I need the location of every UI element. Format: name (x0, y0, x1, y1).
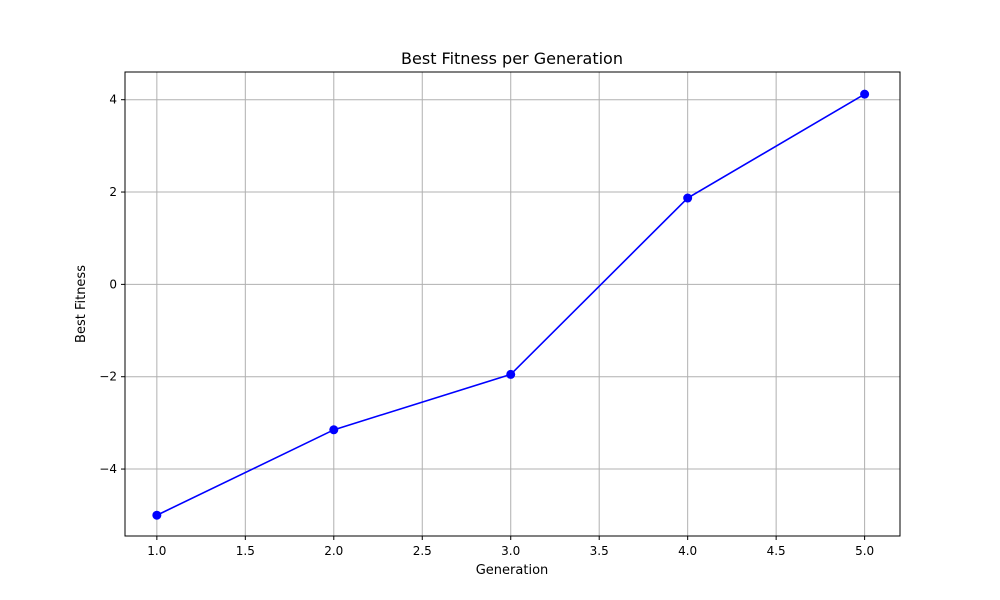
y-tick-label: 4 (109, 93, 117, 107)
data-point (506, 369, 516, 379)
chart-title: Best Fitness per Generation (401, 49, 623, 68)
data-point (860, 89, 870, 99)
x-tick-label: 1.0 (147, 544, 166, 558)
grid (125, 72, 900, 536)
x-tick-label: 2.5 (413, 544, 432, 558)
x-tick-label: 5.0 (855, 544, 874, 558)
y-tick-label: 0 (109, 277, 117, 291)
x-tick-label: 1.5 (236, 544, 255, 558)
data-point (329, 425, 339, 435)
x-tick-label: 3.5 (590, 544, 609, 558)
y-tick-label: −2 (99, 370, 117, 384)
x-axis-label: Generation (476, 563, 549, 578)
x-tick-label: 4.5 (767, 544, 786, 558)
x-axis: 1.0 1.5 2.0 2.5 3.0 3.5 4.0 4.5 5.0 (147, 536, 874, 558)
x-tick-label: 3.0 (501, 544, 520, 558)
x-tick-label: 4.0 (678, 544, 697, 558)
y-tick-label: −4 (99, 462, 117, 476)
y-axis-label: Best Fitness (74, 265, 89, 343)
plot-frame (124, 71, 901, 537)
series-layer (152, 89, 870, 520)
data-point (152, 510, 162, 520)
data-point (683, 193, 693, 203)
y-axis: −4 −2 0 2 4 (99, 93, 125, 476)
x-tick-label: 2.0 (324, 544, 343, 558)
y-tick-label: 2 (109, 185, 117, 199)
